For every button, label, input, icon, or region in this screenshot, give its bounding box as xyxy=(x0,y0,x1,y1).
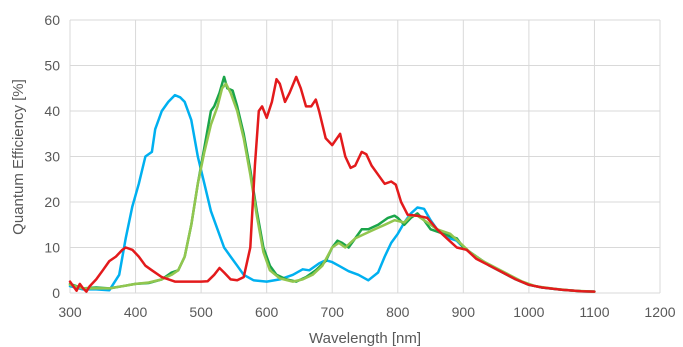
x-tick-label: 300 xyxy=(58,304,82,320)
y-tick-label: 60 xyxy=(44,12,60,28)
horizontal-gridlines xyxy=(70,19,660,294)
x-tick-label: 500 xyxy=(189,304,213,320)
x-tick-label: 800 xyxy=(386,304,410,320)
y-axis-tick-labels: 0 10 20 30 40 50 60 xyxy=(44,12,60,301)
x-tick-label: 900 xyxy=(452,304,476,320)
y-tick-label: 0 xyxy=(52,285,60,301)
x-axis-tick-labels: 300 400 500 600 700 800 900 1000 1100 1200 xyxy=(58,304,675,320)
y-tick-label: 20 xyxy=(44,194,60,210)
y-tick-label: 30 xyxy=(44,149,60,165)
y-tick-label: 10 xyxy=(44,240,60,256)
series-line-4 xyxy=(68,75,596,293)
x-tick-label: 400 xyxy=(124,304,148,320)
x-tick-label: 1100 xyxy=(579,304,609,320)
x-tick-label: 1000 xyxy=(513,304,544,320)
series-layer xyxy=(68,75,596,293)
y-tick-label: 50 xyxy=(44,58,60,74)
series-line-3 xyxy=(68,82,596,293)
x-tick-label: 1200 xyxy=(644,304,675,320)
x-axis-title: Wavelength [nm] xyxy=(309,330,421,347)
y-axis-title: Quantum Efficiency [%] xyxy=(10,79,27,235)
y-tick-label: 40 xyxy=(44,103,60,119)
x-tick-label: 600 xyxy=(255,304,279,320)
x-tick-label: 700 xyxy=(321,304,345,320)
